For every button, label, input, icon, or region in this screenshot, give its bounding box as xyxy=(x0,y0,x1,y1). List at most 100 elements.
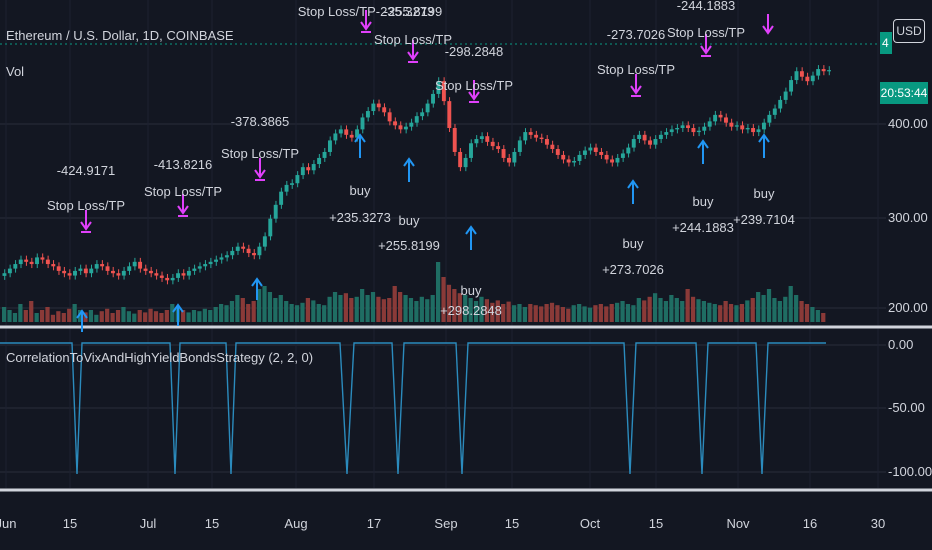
candles xyxy=(2,65,831,285)
candle-body xyxy=(322,151,327,158)
candle-body xyxy=(241,246,246,249)
volume-bar xyxy=(604,306,609,322)
candle-body xyxy=(246,248,251,254)
exit-label-value: -298.2848 xyxy=(445,44,504,59)
candle-body xyxy=(387,112,392,122)
countdown-tag: 20:53:44 xyxy=(880,82,928,104)
volume-bar xyxy=(772,298,777,322)
currency-button[interactable]: USD xyxy=(893,19,925,43)
candle-body xyxy=(116,273,121,276)
volume-label: Vol xyxy=(6,64,25,79)
volume-bar xyxy=(734,305,739,322)
candle-body xyxy=(94,264,99,269)
volume-bar xyxy=(446,284,452,322)
candle-body xyxy=(268,218,273,237)
candle-body xyxy=(664,132,669,135)
candle-body xyxy=(528,132,533,135)
exit-arrow-head xyxy=(630,85,642,95)
volume-bar xyxy=(728,304,734,322)
candle-body xyxy=(192,268,197,271)
candle-body xyxy=(615,157,620,163)
candle-body xyxy=(105,266,110,271)
volume-bar xyxy=(587,307,593,322)
volume-bar xyxy=(387,298,392,322)
volume-bar xyxy=(430,295,435,322)
candle-body xyxy=(512,151,517,163)
volume-bar xyxy=(164,310,169,322)
candle-body xyxy=(523,132,528,141)
time-axis-label: 17 xyxy=(367,516,381,531)
exit-label-text: Stop Loss/TP xyxy=(47,198,125,213)
candle-body xyxy=(311,164,316,171)
volume-bar xyxy=(761,295,766,322)
candle-body xyxy=(566,159,571,163)
volume-bar xyxy=(115,310,121,322)
buy-label-text: buy xyxy=(693,194,714,209)
volume-bar xyxy=(240,298,245,322)
volume-bar xyxy=(609,304,614,322)
volume-bar xyxy=(148,308,153,322)
volume-bar xyxy=(625,304,631,322)
volume-bar xyxy=(300,302,305,322)
volume-bar xyxy=(381,299,386,322)
volume-bar xyxy=(316,304,321,322)
volume-bar xyxy=(224,305,229,322)
volume-bar xyxy=(121,307,126,322)
candle-body xyxy=(599,151,604,155)
candle-body xyxy=(13,264,18,269)
volume-bar xyxy=(322,305,327,322)
candle-body xyxy=(474,139,479,144)
candle-body xyxy=(653,139,658,145)
exit-arrow-head xyxy=(700,45,712,55)
exit-label-value: Stop Loss/TP-235.3273 xyxy=(298,4,435,19)
volume-bar xyxy=(56,311,61,322)
volume-bar xyxy=(598,304,603,322)
volume-bar xyxy=(517,304,522,322)
last-price-tag: 4 xyxy=(880,32,892,54)
time-axis-label: 15 xyxy=(205,516,219,531)
candle-body xyxy=(284,184,289,192)
volume-bar xyxy=(766,289,772,322)
volume-bar xyxy=(495,300,500,322)
buy-label-value: +255.8199 xyxy=(378,238,440,253)
volume-bar xyxy=(723,301,728,322)
candle-body xyxy=(208,261,213,265)
volume-bar xyxy=(642,300,647,322)
volume-bar xyxy=(246,304,251,322)
volume-bar xyxy=(77,310,83,322)
time-axis-label: 15 xyxy=(63,516,77,531)
time-axis: Jun 15 Jul 15 Aug 17 Sep 15 Oct 15 Nov 16 30 xyxy=(0,516,885,531)
volume-bar xyxy=(571,305,576,322)
volume-bar xyxy=(229,301,235,322)
candle-body xyxy=(821,69,826,72)
volume-bar xyxy=(343,293,348,322)
candle-body xyxy=(534,134,539,138)
volume-bar xyxy=(332,292,338,322)
candle-body xyxy=(691,128,696,133)
volume-bar xyxy=(50,314,56,322)
volume-bar xyxy=(473,301,479,322)
candle-body xyxy=(295,175,300,184)
buy-label-text: buy xyxy=(399,213,420,228)
candle-body xyxy=(51,264,56,267)
candle-body xyxy=(724,117,728,123)
exit-label-value: -424.9171 xyxy=(57,163,116,178)
volume-bar xyxy=(392,286,397,322)
candle-body xyxy=(577,154,582,161)
exit-label-text: Stop Loss/TP xyxy=(597,62,675,77)
volume-bar xyxy=(99,311,104,322)
candle-body xyxy=(496,146,501,150)
candle-body xyxy=(355,129,360,138)
candle-body xyxy=(729,122,734,127)
volume-bar xyxy=(208,310,213,322)
volume-bar xyxy=(376,296,381,322)
candle-body xyxy=(794,71,799,81)
volume-bar xyxy=(484,299,490,322)
candle-body xyxy=(56,266,61,271)
buy-label-text: buy xyxy=(350,183,371,198)
candle-body xyxy=(262,236,267,247)
volume-bar xyxy=(370,292,376,322)
time-axis-label: 16 xyxy=(803,516,817,531)
buy-arrow-head xyxy=(251,277,263,287)
